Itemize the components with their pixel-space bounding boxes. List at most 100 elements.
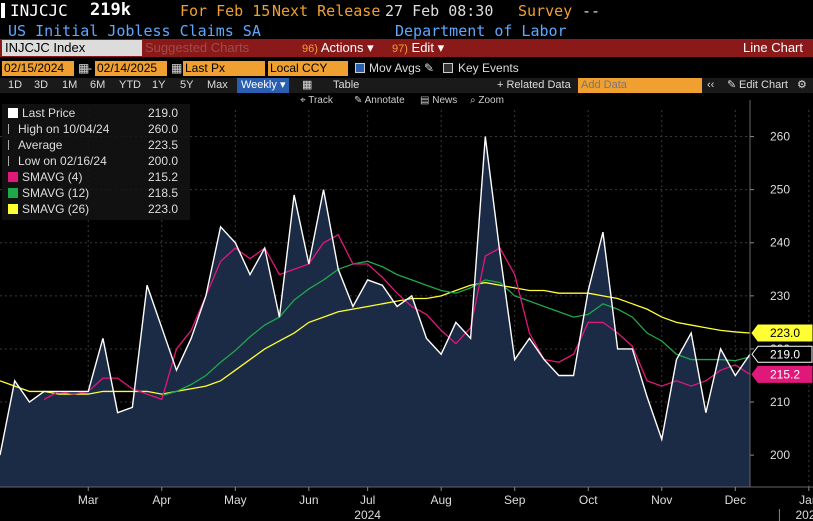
currency-select[interactable]: Local CCY [268, 61, 348, 76]
smavg4-line [43, 233, 751, 401]
legend-label: SMAVG (26) [22, 202, 90, 216]
news-label: News [432, 95, 458, 106]
frequency-select[interactable]: Weekly ▾ [237, 78, 290, 93]
legend-value: 223.5 [148, 138, 179, 152]
value-tag-label: 219.0 [770, 347, 800, 361]
y-tick-label: 240 [770, 236, 790, 250]
news-tool[interactable]: ▤ News [420, 95, 458, 106]
y-tick-label: 200 [770, 448, 790, 462]
x-tick-label: Jun [299, 493, 318, 507]
end-date-input[interactable]: 02/14/2025 [95, 61, 167, 76]
gear-icon[interactable]: ⚙ [797, 79, 807, 91]
edit-button[interactable]: 97) Edit ▾ [392, 40, 444, 56]
period-1m[interactable]: 1M [62, 79, 78, 91]
ticker-symbol[interactable]: INJCJC [10, 1, 68, 20]
table-button[interactable]: Table [333, 79, 360, 91]
x-tick-label: Aug [430, 493, 451, 507]
last-value: 219k [90, 0, 131, 20]
chart-area[interactable]: 200210220230240250260MarAprMayJunJulAugS… [0, 100, 813, 521]
period-6m[interactable]: 6M [90, 79, 106, 91]
last-price-area [0, 136, 750, 487]
period-3d[interactable]: 3D [34, 79, 49, 91]
security-input[interactable]: INJCJC Index [2, 40, 142, 56]
x-tick-label: Dec [725, 493, 746, 507]
add-data-input[interactable]: Add Data [578, 78, 702, 93]
x-tick-label: Jan [799, 493, 813, 507]
function-toolbar: INJCJC Index Suggested Charts 96) Action… [0, 39, 813, 57]
actions-number: 96) [302, 43, 318, 55]
legend-swatch [8, 188, 18, 198]
survey-value: -- [582, 2, 601, 20]
period-ytd[interactable]: YTD [119, 79, 141, 91]
mov-avgs-label: Mov Avgs [369, 61, 421, 75]
period-5y[interactable]: 5Y [180, 79, 194, 91]
legend-value: 218.5 [148, 186, 179, 200]
x-tick-label: May [224, 493, 247, 507]
pencil-icon[interactable]: ✎ [727, 79, 737, 91]
chart-controls-row: 02/15/2024 ▦ - 02/14/2025 ▦ Last Px Loca… [0, 61, 813, 77]
legend-swatch [8, 172, 18, 182]
period-1d[interactable]: 1D [8, 79, 23, 91]
actions-label: Actions [320, 40, 364, 55]
x-tick-label: Oct [579, 493, 598, 507]
y-tick-label: 210 [770, 395, 790, 409]
chart-tools-row: ⌖ Track ✎ Annotate ▤ News ⌕ Zoom [0, 95, 813, 109]
value-tag [751, 324, 813, 342]
legend-item-last-price[interactable]: Last Price 219.0 [8, 106, 188, 121]
legend-item-smavg12[interactable]: SMAVG (12) 218.5 [8, 186, 188, 201]
legend-item-low: Low on 02/16/24 200.0 [8, 154, 188, 169]
calendar-icon[interactable]: ▦ [171, 61, 183, 75]
for-date: For Feb 15 [180, 2, 271, 20]
zoom-label: Zoom [478, 95, 504, 106]
smavg26-line [0, 281, 751, 395]
high-marker-icon [8, 124, 14, 134]
x-tick-label: Nov [651, 493, 672, 507]
x-tick-label: Apr [152, 493, 171, 507]
value-tag-label: 215.2 [770, 367, 800, 381]
value-tag [751, 365, 813, 383]
legend-swatch [8, 108, 18, 118]
chart-legend: Last Price 219.0 High on 10/04/24 260.0 Av… [2, 104, 190, 220]
annotate-label: Annotate [364, 95, 405, 106]
legend-item-average: Average 223.5 [8, 138, 188, 153]
related-data-label: Related Data [506, 79, 571, 91]
mov-avgs-checkbox[interactable] [355, 63, 365, 73]
related-data-button[interactable]: + Related Data [497, 79, 571, 91]
table-icon[interactable]: ▦ [302, 79, 313, 91]
chevron-down-icon: ▾ [367, 40, 374, 55]
start-date-input[interactable]: 02/15/2024 [2, 61, 74, 76]
back-icon[interactable]: ‹‹ [707, 79, 715, 91]
legend-item-smavg26[interactable]: SMAVG (26) 223.0 [8, 202, 188, 217]
value-tag [751, 345, 813, 363]
security-header: INJCJC 219k For Feb 15 Next Release 27 F… [0, 0, 813, 22]
data-source: Department of Labor [395, 22, 567, 40]
year-label: 2025 [795, 508, 813, 521]
legend-label: SMAVG (4) [22, 170, 83, 184]
track-tool[interactable]: ⌖ Track [300, 95, 333, 106]
key-events-label: Key Events [458, 61, 519, 75]
key-events-checkbox[interactable] [443, 63, 453, 73]
calendar-icon[interactable]: ▦ [78, 61, 90, 75]
legend-value: 215.2 [148, 170, 179, 184]
legend-item-smavg4[interactable]: SMAVG (4) 215.2 [8, 170, 188, 185]
legend-label: SMAVG (12) [22, 186, 90, 200]
date-separator: - [88, 61, 92, 75]
track-label: Track [308, 95, 333, 106]
annotate-tool[interactable]: ✎ Annotate [354, 95, 405, 106]
period-1y[interactable]: 1Y [152, 79, 166, 91]
edit-number: 97) [392, 43, 408, 55]
next-release-value: 27 Feb 08:30 [385, 2, 494, 20]
period-max[interactable]: Max [207, 79, 228, 91]
actions-button[interactable]: 96) Actions ▾ [302, 40, 374, 56]
price-field-select[interactable]: Last Px [183, 61, 265, 76]
pencil-icon[interactable]: ✎ [424, 61, 435, 75]
edit-chart-button[interactable]: Edit Chart [739, 79, 788, 91]
y-tick-label: 230 [770, 289, 790, 303]
chart-type-label[interactable]: Line Chart [743, 40, 803, 55]
period-row: 1D 3D 1M 6M YTD 1Y 5Y Max Weekly ▾ ▦ Tab… [0, 78, 813, 93]
zoom-tool[interactable]: ⌕ Zoom [470, 95, 504, 106]
legend-swatch [8, 204, 18, 214]
legend-value: 200.0 [148, 154, 179, 168]
suggested-charts-button[interactable]: Suggested Charts [145, 40, 250, 55]
security-description: US Initial Jobless Claims SA [8, 22, 261, 40]
